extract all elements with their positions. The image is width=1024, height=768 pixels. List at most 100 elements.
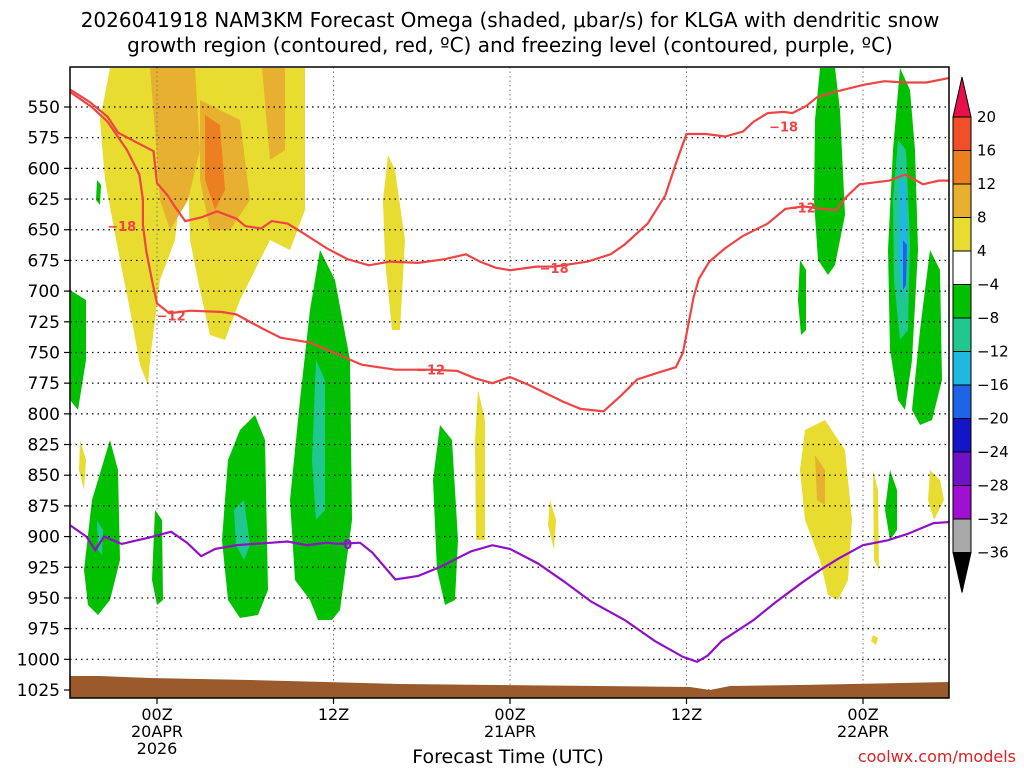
colorbar-label: −36 <box>977 544 1009 562</box>
contour-label: −12 <box>787 202 816 217</box>
credit-label: coolwx.com/models <box>858 747 1016 766</box>
chart-title-line2: growth region (contoured, red, ºC) and f… <box>127 33 893 57</box>
omega-positive-region <box>383 155 405 330</box>
colorbar-top-arrow <box>952 76 972 118</box>
colorbar-swatch <box>952 518 972 553</box>
colorbar-swatch <box>952 351 972 386</box>
omega-negative-region <box>885 470 897 540</box>
colorbar-label: −28 <box>977 477 1009 495</box>
y-tick-label: 850 <box>28 466 60 486</box>
colorbar-swatch <box>952 384 972 419</box>
omega-positive-region <box>871 635 878 645</box>
contour-label: −18 <box>107 220 136 235</box>
contour-label: −12 <box>157 310 186 325</box>
colorbar-label: 16 <box>977 142 996 160</box>
colorbar: 20 16 12 8 4 −4 −8 −12 −16 −20 −24 −28 −32 −36 <box>952 76 1009 593</box>
y-axis: 550 575 600 625 650 675 700 725 750 775 800 825 850 8… <box>17 98 70 701</box>
y-tick-label: 875 <box>28 497 60 517</box>
x-tick-label: 00Z <box>141 705 172 724</box>
x-tick-label: 21APR <box>484 722 536 741</box>
series-line <box>70 76 949 272</box>
omega-negative-region <box>814 68 845 275</box>
colorbar-label: −32 <box>977 510 1009 528</box>
y-tick-label: 575 <box>28 129 60 149</box>
series-line <box>70 520 949 664</box>
omega-positive-region <box>262 68 285 160</box>
omega-shading <box>70 68 944 645</box>
y-tick-label: 825 <box>28 436 60 456</box>
colorbar-label: −24 <box>977 443 1009 461</box>
contour-label: −12 <box>416 364 445 379</box>
omega-positive-region <box>205 115 225 210</box>
colorbar-label: −4 <box>977 276 999 294</box>
colorbar-label: −12 <box>977 343 1009 361</box>
y-tick-label: 925 <box>28 558 60 578</box>
y-tick-label: 950 <box>28 589 60 609</box>
omega-negative-region <box>798 260 806 335</box>
y-tick-label: 750 <box>28 343 60 363</box>
omega-negative-region <box>84 440 120 615</box>
omega-positive-region <box>79 440 86 490</box>
series-line <box>70 91 949 413</box>
colorbar-label: −16 <box>977 376 1009 394</box>
y-tick-label: 550 <box>28 98 60 118</box>
contour-label: −18 <box>540 262 569 277</box>
contour-series-layer: −18 −18 −18 −12 −12 −12 0 <box>70 76 949 664</box>
y-tick-label: 775 <box>28 374 60 394</box>
contour-label: −18 <box>769 121 798 136</box>
colorbar-swatch <box>952 451 972 486</box>
colorbar-label: 8 <box>977 209 987 227</box>
ground-layer <box>70 676 949 698</box>
y-tick-label: 625 <box>28 190 60 210</box>
y-tick-label: 1000 <box>17 650 60 670</box>
y-tick-label: 1025 <box>17 681 60 701</box>
colorbar-swatch <box>952 116 972 151</box>
x-tick-label: 20APR <box>131 722 183 741</box>
y-tick-label: 725 <box>28 313 60 333</box>
x-tick-label: 12Z <box>318 705 349 724</box>
y-tick-label: 900 <box>28 528 60 548</box>
omega-negative-region <box>903 240 907 290</box>
x-tick-label: 22APR <box>837 722 889 741</box>
y-tick-label: 650 <box>28 221 60 241</box>
x-axis-label: Forecast Time (UTC) <box>412 746 603 768</box>
x-tick-label: 00Z <box>494 705 525 724</box>
omega-positive-region <box>873 470 879 570</box>
omega-negative-region <box>912 250 942 425</box>
omega-positive-region <box>800 420 852 600</box>
ground-terrain <box>70 676 949 698</box>
plot-area: −18 −18 −18 −12 −12 −12 0 <box>70 67 949 698</box>
omega-negative-region <box>70 290 86 410</box>
colorbar-swatch <box>952 150 972 185</box>
colorbar-swatch <box>952 183 972 218</box>
omega-positive-region <box>548 500 556 550</box>
colorbar-bottom-arrow <box>952 552 972 593</box>
y-tick-label: 675 <box>28 251 60 271</box>
x-tick-label: 12Z <box>671 705 702 724</box>
omega-positive-region <box>928 470 944 520</box>
y-tick-label: 800 <box>28 405 60 425</box>
colorbar-label: −8 <box>977 309 999 327</box>
colorbar-swatch <box>952 250 972 285</box>
omega-negative-region <box>96 180 101 205</box>
colorbar-label: −20 <box>977 410 1009 428</box>
x-tick-label: 00Z <box>847 705 878 724</box>
colorbar-label: 12 <box>977 175 996 193</box>
colorbar-swatch <box>952 485 972 520</box>
colorbar-swatch <box>952 284 972 319</box>
y-tick-label: 975 <box>28 620 60 640</box>
omega-positive-region <box>475 390 485 540</box>
colorbar-label: 20 <box>977 108 996 126</box>
omega-negative-region <box>312 360 325 520</box>
colorbar-label: 4 <box>977 242 987 260</box>
omega-positive-region <box>815 455 825 505</box>
x-tick-label: 2026 <box>137 739 178 758</box>
contour-label: 0 <box>343 538 352 553</box>
y-tick-label: 700 <box>28 282 60 302</box>
colorbar-swatch <box>952 418 972 453</box>
colorbar-swatch <box>952 317 972 352</box>
colorbar-swatch <box>952 217 972 252</box>
y-tick-label: 600 <box>28 159 60 179</box>
